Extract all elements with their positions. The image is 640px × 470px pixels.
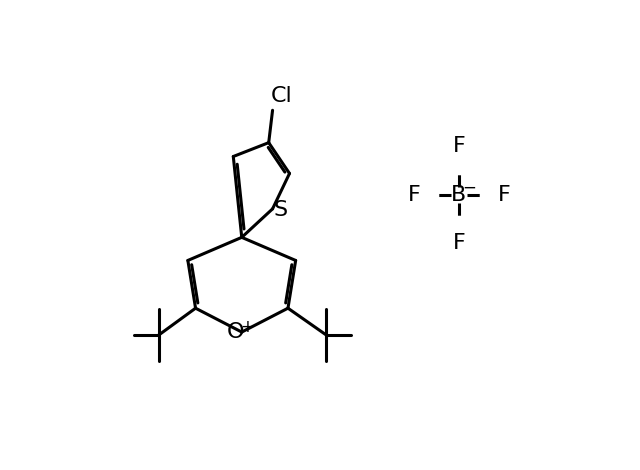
Text: B: B bbox=[451, 185, 467, 205]
Text: F: F bbox=[452, 234, 465, 253]
Text: S: S bbox=[273, 200, 287, 220]
Text: F: F bbox=[452, 136, 465, 157]
Text: F: F bbox=[408, 185, 420, 205]
Text: −: − bbox=[463, 179, 477, 197]
Text: O: O bbox=[227, 322, 244, 342]
Text: F: F bbox=[497, 185, 510, 205]
Text: +: + bbox=[240, 318, 254, 336]
Text: Cl: Cl bbox=[271, 86, 292, 106]
